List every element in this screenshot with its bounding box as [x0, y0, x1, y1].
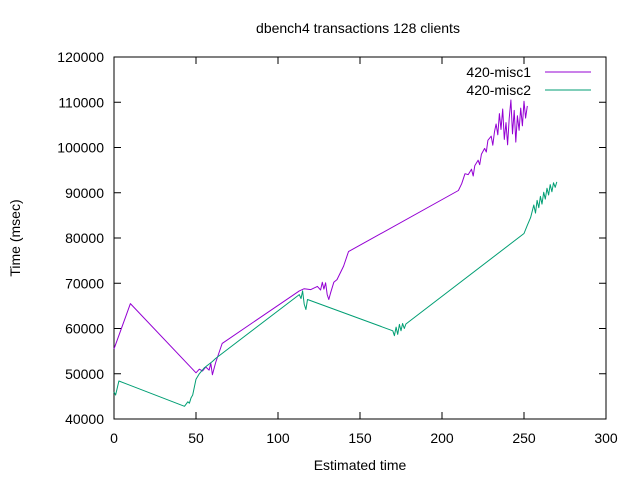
series-layer — [113, 99, 558, 407]
y-tick-label: 110000 — [58, 94, 104, 110]
x-tick-label: 250 — [512, 430, 536, 446]
y-axis: 40000 50000 60000 70000 80000 90000 100000 1100… — [57, 49, 606, 427]
y-tick-label: 90000 — [65, 185, 104, 201]
x-axis-label: Estimated time — [314, 457, 407, 473]
series-line-420-misc1 — [113, 99, 528, 376]
x-tick-label: 300 — [594, 430, 618, 446]
y-axis-label: Time (msec) — [7, 199, 23, 276]
x-axis: 0 50 100 150 200 250 300 — [110, 57, 618, 446]
y-tick-label: 60000 — [65, 321, 104, 337]
x-tick-label: 200 — [430, 430, 454, 446]
y-tick-label: 70000 — [65, 275, 104, 291]
y-tick-label: 120000 — [57, 49, 104, 65]
series-line-420-misc2 — [113, 181, 558, 407]
x-tick-label: 0 — [110, 430, 118, 446]
y-tick-label: 50000 — [65, 366, 104, 382]
legend: 420-misc1 420-misc2 — [466, 64, 591, 98]
chart-title: dbench4 transactions 128 clients — [256, 20, 460, 36]
x-tick-label: 50 — [188, 430, 204, 446]
y-tick-label: 40000 — [65, 411, 104, 427]
x-tick-label: 100 — [266, 430, 290, 446]
y-tick-label: 80000 — [65, 230, 104, 246]
y-tick-label: 100000 — [57, 140, 104, 156]
legend-label-420-misc1: 420-misc1 — [466, 64, 531, 80]
x-tick-label: 150 — [348, 430, 372, 446]
legend-label-420-misc2: 420-misc2 — [466, 82, 531, 98]
